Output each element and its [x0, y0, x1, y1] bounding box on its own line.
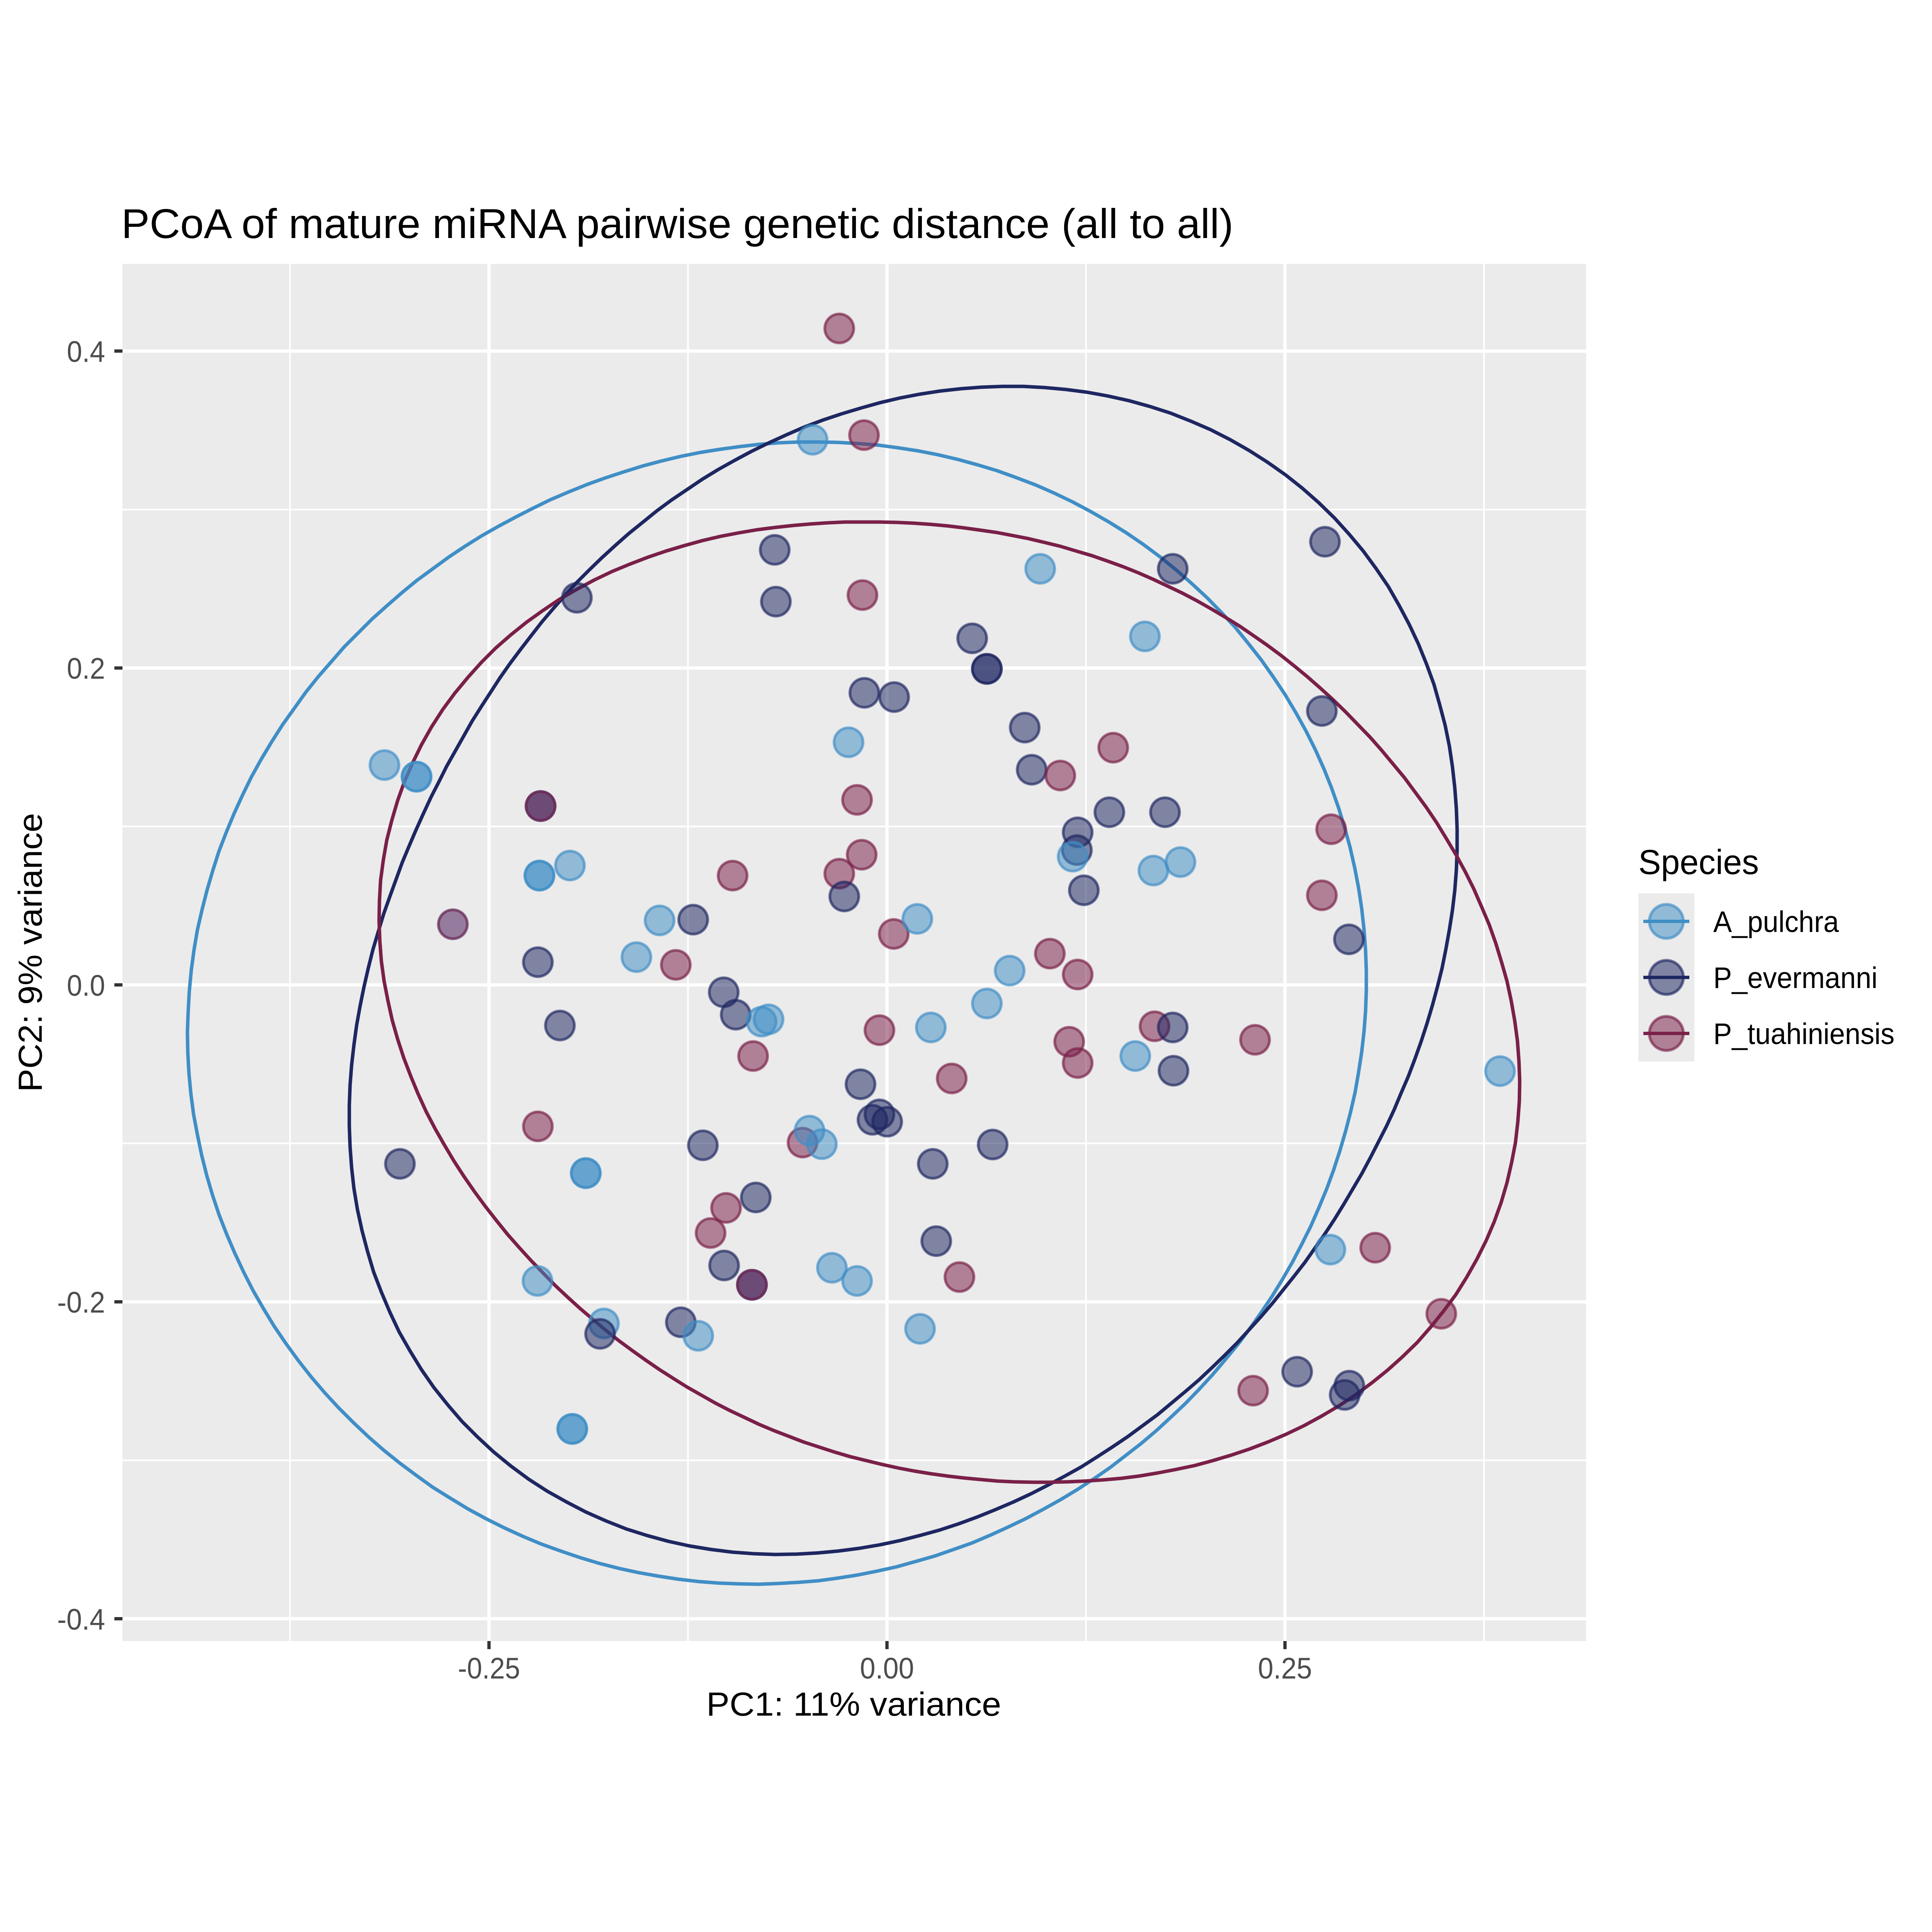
svg-text:P_evermanni: P_evermanni	[1713, 961, 1878, 995]
svg-text:0.00: 0.00	[860, 1652, 914, 1685]
svg-text:P_tuahiniensis: P_tuahiniensis	[1713, 1017, 1895, 1051]
svg-text:0.4: 0.4	[67, 335, 105, 369]
svg-text:Species: Species	[1638, 843, 1759, 882]
svg-text:PC2: 9% variance: PC2: 9% variance	[12, 813, 49, 1092]
svg-text:PC1: 11% variance: PC1: 11% variance	[706, 1686, 1001, 1723]
svg-text:0.2: 0.2	[67, 652, 105, 685]
svg-text:-0.4: -0.4	[57, 1603, 105, 1636]
svg-text:0.0: 0.0	[67, 969, 105, 1002]
svg-text:-0.25: -0.25	[458, 1652, 520, 1685]
svg-text:A_pulchra: A_pulchra	[1713, 905, 1839, 939]
svg-text:-0.2: -0.2	[57, 1286, 105, 1319]
svg-text:0.25: 0.25	[1258, 1652, 1312, 1685]
svg-text:PCoA of mature miRNA pairwise: PCoA of mature miRNA pairwise genetic di…	[121, 200, 1233, 247]
